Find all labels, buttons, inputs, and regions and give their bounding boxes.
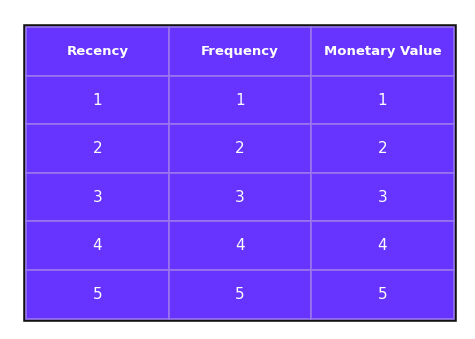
Text: 2: 2 bbox=[378, 141, 387, 156]
Bar bbox=[26, 76, 169, 124]
Bar bbox=[311, 76, 454, 124]
Text: 2: 2 bbox=[235, 141, 245, 156]
Bar bbox=[26, 173, 169, 221]
Text: 1: 1 bbox=[93, 93, 102, 107]
Bar bbox=[169, 270, 311, 319]
Text: 3: 3 bbox=[93, 190, 102, 205]
Bar bbox=[26, 27, 454, 319]
Bar bbox=[26, 270, 169, 319]
Bar bbox=[26, 221, 169, 270]
Bar bbox=[311, 270, 454, 319]
Bar bbox=[311, 221, 454, 270]
Text: 5: 5 bbox=[93, 287, 102, 302]
Bar bbox=[26, 124, 169, 173]
Text: 1: 1 bbox=[235, 93, 245, 107]
Bar bbox=[169, 76, 311, 124]
Text: 5: 5 bbox=[378, 287, 387, 302]
Text: 4: 4 bbox=[93, 238, 102, 253]
Text: 3: 3 bbox=[378, 190, 387, 205]
Text: 1: 1 bbox=[378, 93, 387, 107]
Bar bbox=[311, 27, 454, 76]
Text: 5: 5 bbox=[235, 287, 245, 302]
Bar bbox=[169, 124, 311, 173]
Text: 2: 2 bbox=[93, 141, 102, 156]
Bar bbox=[169, 173, 311, 221]
Text: Monetary Value: Monetary Value bbox=[323, 45, 441, 58]
Text: 4: 4 bbox=[378, 238, 387, 253]
Bar bbox=[169, 27, 311, 76]
Bar bbox=[26, 27, 169, 76]
Bar bbox=[311, 124, 454, 173]
Text: 4: 4 bbox=[235, 238, 245, 253]
Text: Recency: Recency bbox=[66, 45, 128, 58]
Bar bbox=[169, 221, 311, 270]
Text: Frequency: Frequency bbox=[201, 45, 279, 58]
Bar bbox=[311, 173, 454, 221]
Text: 3: 3 bbox=[235, 190, 245, 205]
